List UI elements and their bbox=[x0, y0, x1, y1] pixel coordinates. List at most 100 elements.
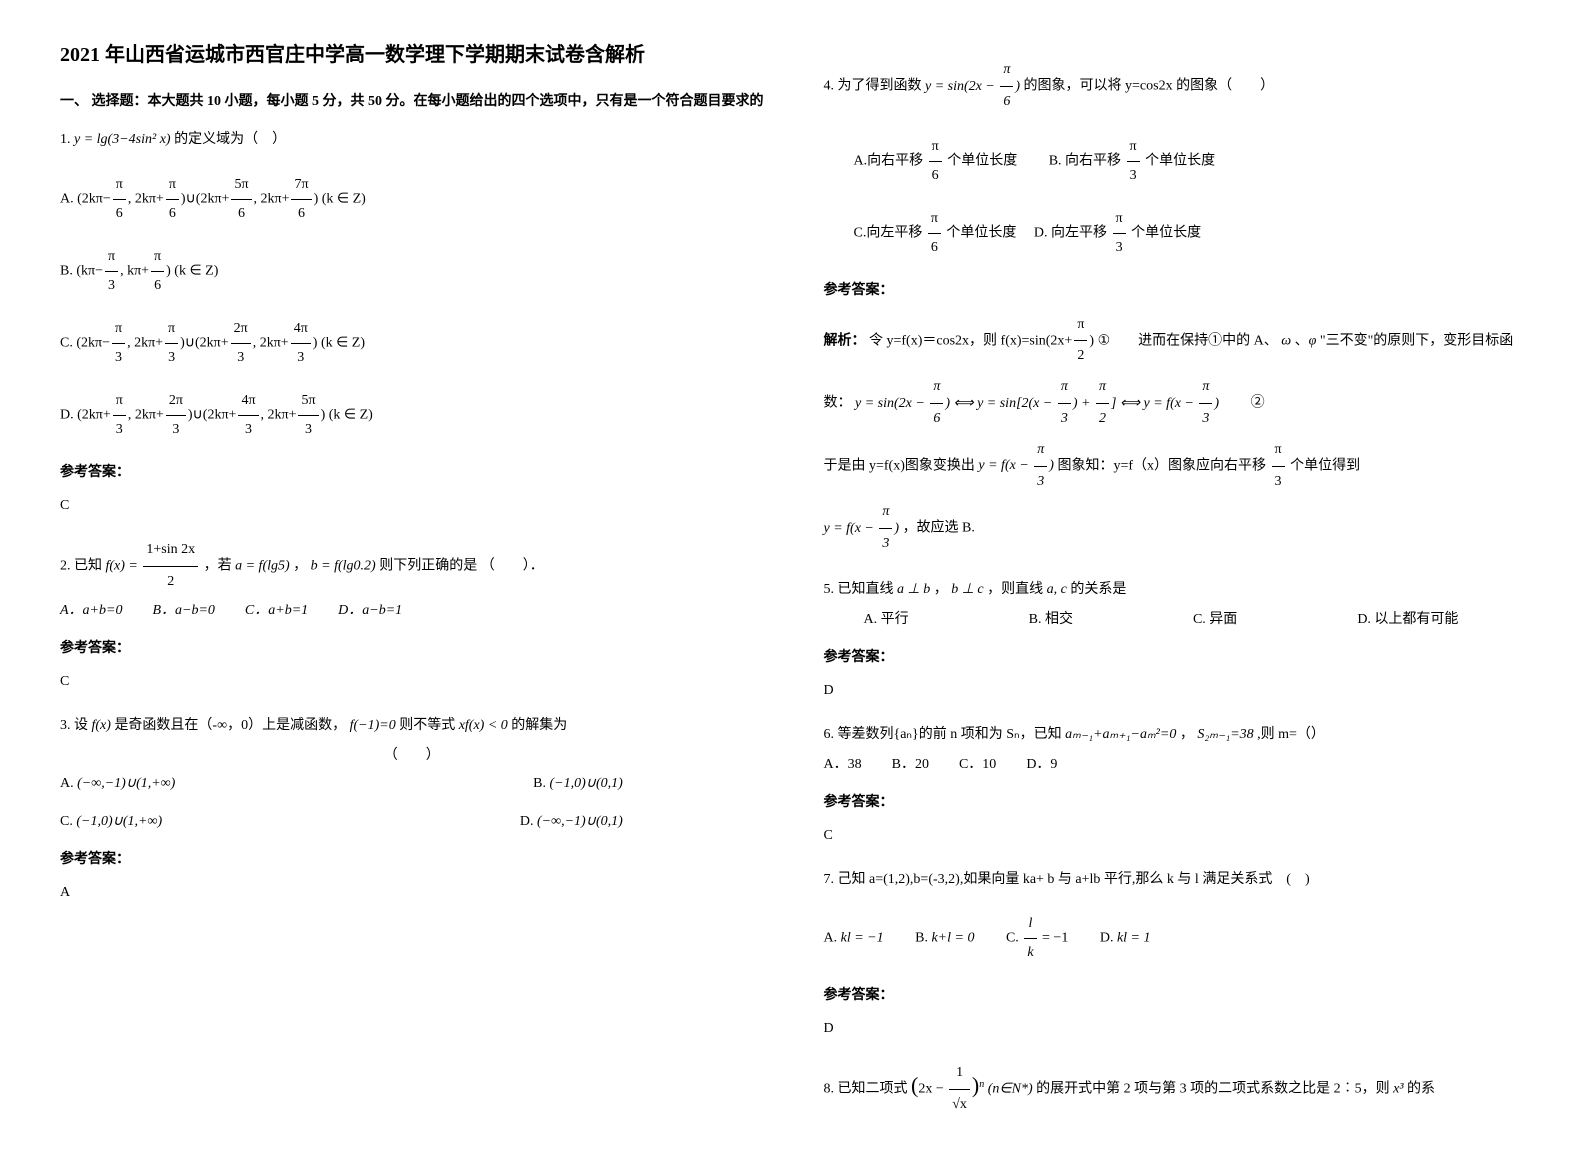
question-1: 1. y = lg(3−4sin² x) 的定义域为（ ） A. (2kπ−π6… bbox=[60, 125, 764, 520]
q7-answer: D bbox=[824, 1015, 1528, 1043]
q3-mid1: 是奇函数且在（-∞，0）上是减函数， bbox=[114, 718, 346, 733]
q3-formula3: xf(x) < 0 bbox=[459, 718, 508, 733]
question-3: 3. 设 f(x) 是奇函数且在（-∞，0）上是减函数， f(−1)=0 则不等… bbox=[60, 711, 764, 907]
q8-prefix: 8. 已知二项式 bbox=[824, 1082, 908, 1097]
q1-suffix: 的定义域为（ ） bbox=[174, 132, 286, 147]
q4-suffix: 的图象，可以将 y=cos2x 的图象（ ） bbox=[1024, 79, 1275, 94]
q4-analysis3: 于是由 y=f(x)图象变换出 y = f(x − π3) 图象知：y=f（x）… bbox=[824, 435, 1528, 498]
q6-prefix: 6. 等差数列{aₙ}的前 n 项和为 Sₙ，已知 bbox=[824, 727, 1066, 742]
q2-suffix: 则下列正确的是 （ ）． bbox=[379, 558, 544, 573]
q3-paren: （ ） bbox=[60, 742, 764, 770]
q4-analysis4-line: y = f(x − π3) ，故应选 B. bbox=[824, 497, 1528, 560]
q7-text: 7. 己知 a=(1,2),b=(-3,2),如果向量 ka+ b 与 a+lb… bbox=[824, 865, 1528, 896]
q7-optA-label: A. bbox=[824, 931, 838, 946]
q6-text: 6. 等差数列{aₙ}的前 n 项和为 Sₙ，已知 aₘ₋₁+aₘ₊₁−aₘ²=… bbox=[824, 720, 1528, 751]
q4-analysis4: ，故应选 B. bbox=[899, 521, 975, 536]
q6-formula1: aₘ₋₁+aₘ₊₁−aₘ²=0 bbox=[1065, 727, 1176, 742]
q4-optB-prefix: B. 向右平移 bbox=[1049, 153, 1125, 168]
q8-suffix: 的展开式中第 2 项与第 3 项的二项式系数之比是 2︰5，则 bbox=[1036, 1082, 1393, 1097]
q4-answer-label: 参考答案： bbox=[824, 277, 1528, 305]
q8-formula-suffix: (n∈N*) bbox=[988, 1082, 1033, 1097]
q4-analysis3-prefix: 于是由 y=f(x)图象变换出 bbox=[824, 458, 979, 473]
q4-optA-suffix: 个单位长度 bbox=[944, 153, 1018, 168]
q3-suffix: 的解集为 bbox=[511, 718, 567, 733]
q7-options: A. kl = −1 B. k+l = 0 C. lk = −1 D. kl =… bbox=[824, 910, 1528, 967]
q7-optA: kl = −1 bbox=[841, 931, 884, 946]
q1-optA: A. (2kπ−π6, 2kπ+π6)∪(2kπ+5π6, 2kπ+7π6) (… bbox=[60, 171, 764, 228]
q3-optD-label: D. bbox=[520, 814, 534, 829]
q1-optD-label: D. bbox=[60, 408, 74, 423]
q4-optD-prefix: D. 向左平移 bbox=[1034, 225, 1111, 240]
q6-options: A．38 B．20 C．10 D．9 bbox=[824, 751, 1528, 779]
q4-optAB: A.向右平移 π6 个单位长度 B. 向右平移 π3 个单位长度 bbox=[824, 133, 1528, 190]
question-2: 2. 已知 f(x) = 1+sin 2x2 ，若 a = f(lg5) ， b… bbox=[60, 535, 764, 697]
q6-optC: C．10 bbox=[959, 751, 996, 779]
q3-mid2: 则不等式 bbox=[399, 718, 455, 733]
q7-optD: kl = 1 bbox=[1117, 931, 1151, 946]
q3-optD: (−∞,−1)∪(0,1) bbox=[537, 814, 623, 829]
q3-optA-cell: A. (−∞,−1)∪(1,+∞) bbox=[60, 770, 175, 798]
q1-optC-label: C. bbox=[60, 336, 73, 351]
q3-optA: (−∞,−1)∪(1,+∞) bbox=[77, 776, 175, 791]
q1-optB-label: B. bbox=[60, 264, 73, 279]
q7-optB-label: B. bbox=[915, 931, 928, 946]
q4-analysis2-suffix: ② bbox=[1223, 396, 1265, 411]
q3-optC: (−1,0)∪(1,+∞) bbox=[76, 814, 162, 829]
q2-formula3: b = f(lg0.2) bbox=[311, 558, 376, 573]
q3-answer-label: 参考答案： bbox=[60, 846, 764, 874]
q5-formula3: a, c bbox=[1047, 582, 1067, 597]
q5-answer-label: 参考答案： bbox=[824, 644, 1528, 672]
q4-analysis: 解析： 令 y=f(x)＝cos2x，则 f(x)=sin(2x+π2) ① 进… bbox=[824, 310, 1528, 435]
q1-optA-tail: (k ∈ Z) bbox=[322, 192, 366, 207]
q5-mid2: ，则直线 bbox=[987, 582, 1047, 597]
q1-answer-label: 参考答案： bbox=[60, 459, 764, 487]
q2-mid2: ， bbox=[293, 558, 307, 573]
q3-optB-label: B. bbox=[533, 776, 546, 791]
q1-optD-tail: (k ∈ Z) bbox=[329, 408, 373, 423]
q6-optA: A．38 bbox=[824, 751, 862, 779]
q6-suffix: ,则 m=（） bbox=[1257, 727, 1325, 742]
q2-optA: A．a+b=0 bbox=[60, 597, 122, 625]
q2-answer: C bbox=[60, 668, 764, 696]
q5-optA: A. 平行 bbox=[864, 606, 909, 634]
q1-formula: y = lg(3−4sin² x) bbox=[74, 132, 171, 147]
q2-optD: D．a−b=1 bbox=[338, 597, 402, 625]
q1-optC-tail: (k ∈ Z) bbox=[321, 336, 365, 351]
q7-optD-label: D. bbox=[1100, 931, 1114, 946]
question-5: 5. 已知直线 a ⊥ b ， b ⊥ c ，则直线 a, c 的关系是 A. … bbox=[824, 575, 1528, 705]
question-8: 8. 已知二项式 (2x − 1√x)n (n∈N*) 的展开式中第 2 项与第… bbox=[824, 1058, 1528, 1121]
question-4: 4. 为了得到函数 y = sin(2x − π6) 的图象，可以将 y=cos… bbox=[824, 55, 1528, 560]
q3-optC-cell: C. (−1,0)∪(1,+∞) bbox=[60, 808, 162, 836]
q2-mid1: ，若 bbox=[204, 558, 236, 573]
q5-formula1: a ⊥ b bbox=[897, 582, 930, 597]
q3-prefix: 3. 设 bbox=[60, 718, 88, 733]
q3-optD-cell: D. (−∞,−1)∪(0,1) bbox=[520, 808, 623, 836]
q4-optC-suffix: 个单位长度 bbox=[943, 225, 1017, 240]
q5-prefix: 5. 已知直线 bbox=[824, 582, 898, 597]
exam-title: 2021 年山西省运城市西官庄中学高一数学理下学期期末试卷含解析 bbox=[60, 40, 764, 70]
q2-answer-label: 参考答案： bbox=[60, 635, 764, 663]
q5-optC: C. 异面 bbox=[1193, 606, 1237, 634]
q7-optB: k+l = 0 bbox=[931, 931, 974, 946]
q4-optC-prefix: C.向左平移 bbox=[854, 225, 926, 240]
q5-optD: D. 以上都有可能 bbox=[1357, 606, 1458, 634]
q3-optC-label: C. bbox=[60, 814, 73, 829]
q6-optB: B．20 bbox=[892, 751, 929, 779]
q4-prefix: 4. 为了得到函数 bbox=[824, 79, 926, 94]
q7-optC-label: C. bbox=[1006, 931, 1019, 946]
q6-answer: C bbox=[824, 822, 1528, 850]
left-column: 2021 年山西省运城市西官庄中学高一数学理下学期期末试卷含解析 一、 选择题：… bbox=[60, 40, 764, 1136]
q4-optCD: C.向左平移 π6 个单位长度 D. 向左平移 π3 个单位长度 bbox=[824, 205, 1528, 262]
q5-suffix: 的关系是 bbox=[1070, 582, 1126, 597]
q3-text: 3. 设 f(x) 是奇函数且在（-∞，0）上是减函数， f(−1)=0 则不等… bbox=[60, 711, 764, 742]
q7-answer-label: 参考答案： bbox=[824, 982, 1528, 1010]
q3-optB-cell: B. (−1,0)∪(0,1) bbox=[533, 770, 623, 798]
q2-formula2: a = f(lg5) bbox=[235, 558, 290, 573]
right-column: 4. 为了得到函数 y = sin(2x − π6) 的图象，可以将 y=cos… bbox=[824, 40, 1528, 1136]
q5-mid1: ， bbox=[934, 582, 948, 597]
question-7: 7. 己知 a=(1,2),b=(-3,2),如果向量 ka+ b 与 a+lb… bbox=[824, 865, 1528, 1044]
q6-formula2: S₂ₘ₋₁=38 bbox=[1197, 727, 1253, 742]
q2-optC: C．a+b=1 bbox=[245, 597, 308, 625]
question-6: 6. 等差数列{aₙ}的前 n 项和为 Sₙ，已知 aₘ₋₁+aₘ₊₁−aₘ²=… bbox=[824, 720, 1528, 850]
q8-x3: x³ bbox=[1393, 1082, 1403, 1097]
